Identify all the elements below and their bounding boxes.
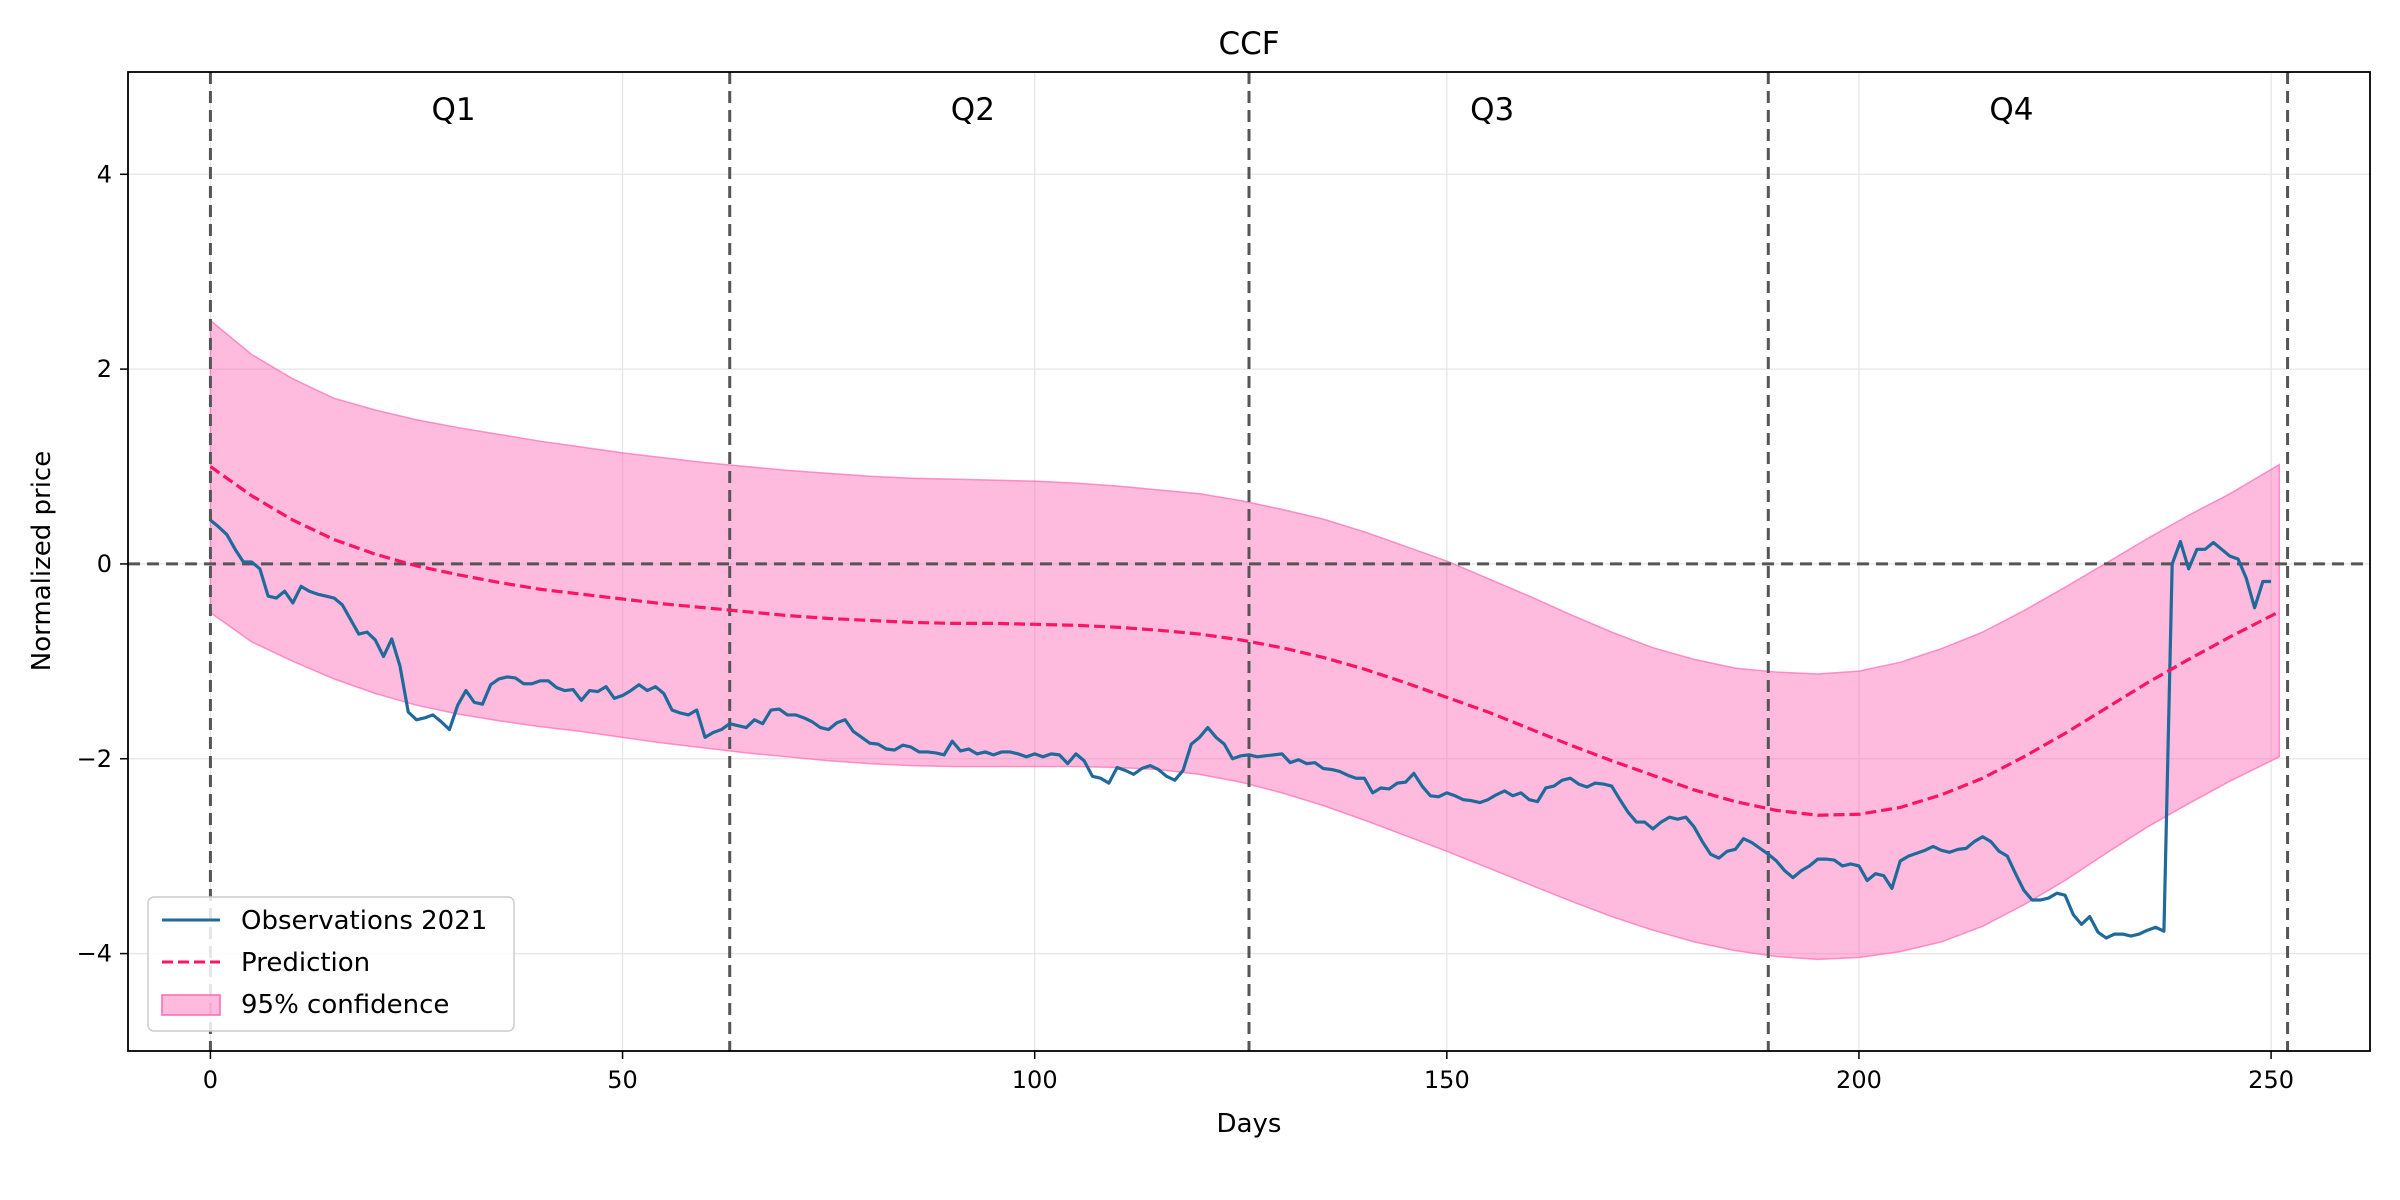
quarter-label-q4: Q4 [1989, 92, 2033, 128]
legend: Observations 2021 Prediction 95% confide… [147, 896, 515, 1032]
x-tick-label: 200 [1836, 1066, 1882, 1094]
y-tick-label: 4 [97, 160, 112, 188]
series-observations-line [209, 518, 2272, 940]
quarter-label-q1: Q1 [432, 92, 476, 128]
x-axis-label: Days [1217, 1109, 1282, 1139]
quarter-label-q2: Q2 [951, 92, 995, 128]
x-axis-ticks: 0 50 100 150 200 250 [203, 1051, 2294, 1094]
quarter-label-q3: Q3 [1470, 92, 1514, 128]
x-tick-label: 0 [203, 1066, 218, 1094]
legend-label-prediction: Prediction [241, 948, 370, 978]
chart-title: CCF [1218, 26, 1279, 62]
y-tick-label: −2 [77, 745, 112, 773]
series-lines [209, 465, 2281, 940]
y-axis-ticks: −4 −2 0 2 4 [77, 160, 128, 968]
series-prediction-line [209, 465, 2281, 817]
y-tick-label: −4 [77, 940, 112, 968]
y-tick-label: 0 [97, 550, 112, 578]
y-tick-label: 2 [97, 355, 112, 383]
legend-label-confidence: 95% confidence [241, 990, 449, 1020]
x-tick-label: 250 [2248, 1066, 2294, 1094]
legend-frame [147, 896, 515, 1032]
x-tick-label: 50 [607, 1066, 638, 1094]
x-tick-label: 100 [1012, 1066, 1058, 1094]
quarter-labels: Q1 Q2 Q3 Q4 [432, 92, 2034, 128]
plot-frame [127, 71, 2371, 1052]
y-axis-label: Normalized price [27, 451, 57, 671]
reference-lines [128, 72, 2370, 1051]
legend-swatch-confidence [161, 994, 221, 1016]
x-tick-label: 150 [1424, 1066, 1470, 1094]
legend-label-observations: Observations 2021 [241, 906, 487, 936]
